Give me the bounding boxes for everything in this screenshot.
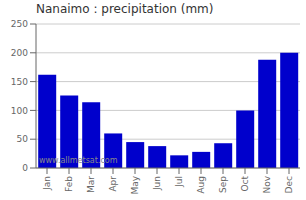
svg-text:150: 150 xyxy=(11,77,28,87)
svg-text:0: 0 xyxy=(22,163,28,173)
html-text:www.allmetsat.com: www.allmetsat.com xyxy=(39,156,118,165)
svg-text:May: May xyxy=(130,175,140,194)
svg-text:Apr: Apr xyxy=(108,176,118,192)
html-text:Nanaimo : precipitation (mm): Nanaimo : precipitation (mm) xyxy=(36,2,214,16)
svg-text:Feb: Feb xyxy=(64,176,74,192)
svg-text:Sep: Sep xyxy=(218,176,228,193)
svg-text:Aug: Aug xyxy=(196,176,206,194)
svg-text:Jan: Jan xyxy=(42,176,52,191)
svg-text:50: 50 xyxy=(17,134,29,144)
svg-text:Nov: Nov xyxy=(262,175,272,193)
svg-text:Mar: Mar xyxy=(86,176,96,193)
svg-text:Dec: Dec xyxy=(284,176,294,193)
svg-text:250: 250 xyxy=(11,19,28,29)
svg-text:Oct: Oct xyxy=(240,176,250,192)
svg-text:200: 200 xyxy=(11,48,28,58)
svg-text:100: 100 xyxy=(11,106,28,116)
svg-text:Jun: Jun xyxy=(152,176,162,191)
svg-text:Jul: Jul xyxy=(174,176,184,188)
